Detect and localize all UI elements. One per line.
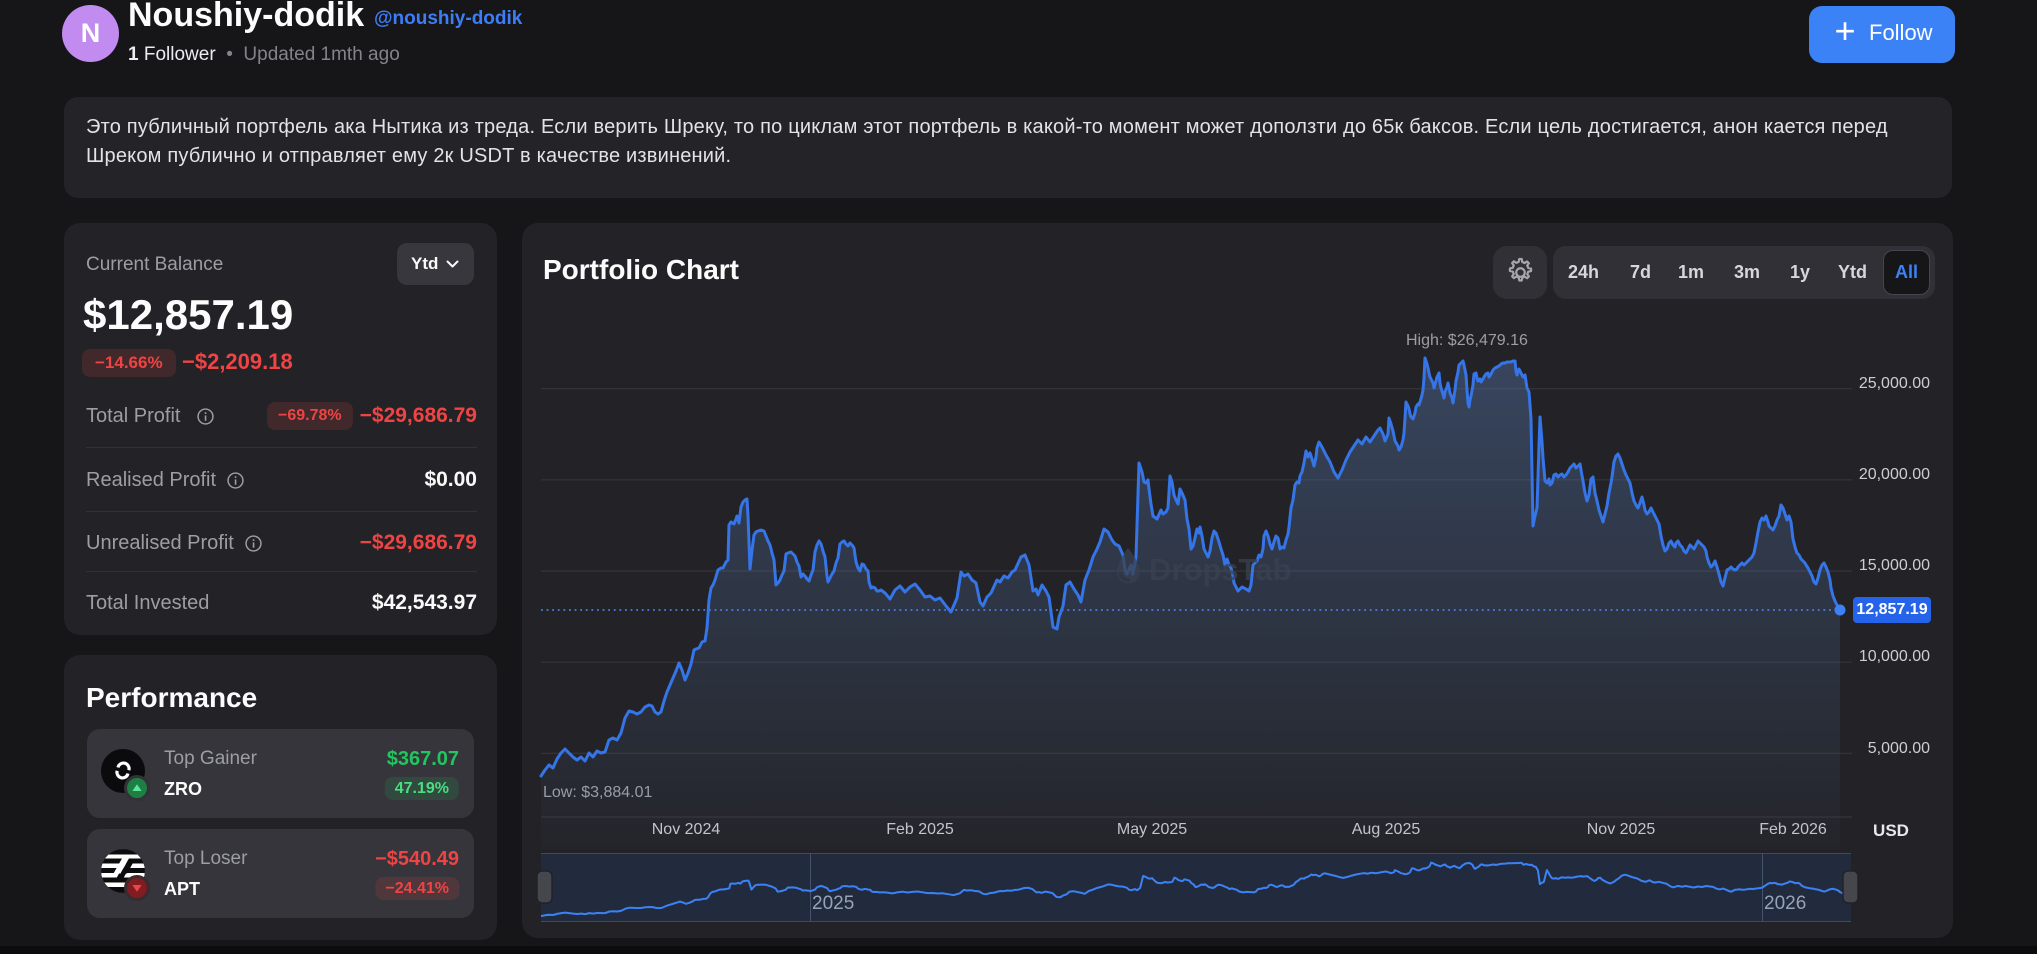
svg-text:DropsTab: DropsTab: [1149, 552, 1291, 587]
